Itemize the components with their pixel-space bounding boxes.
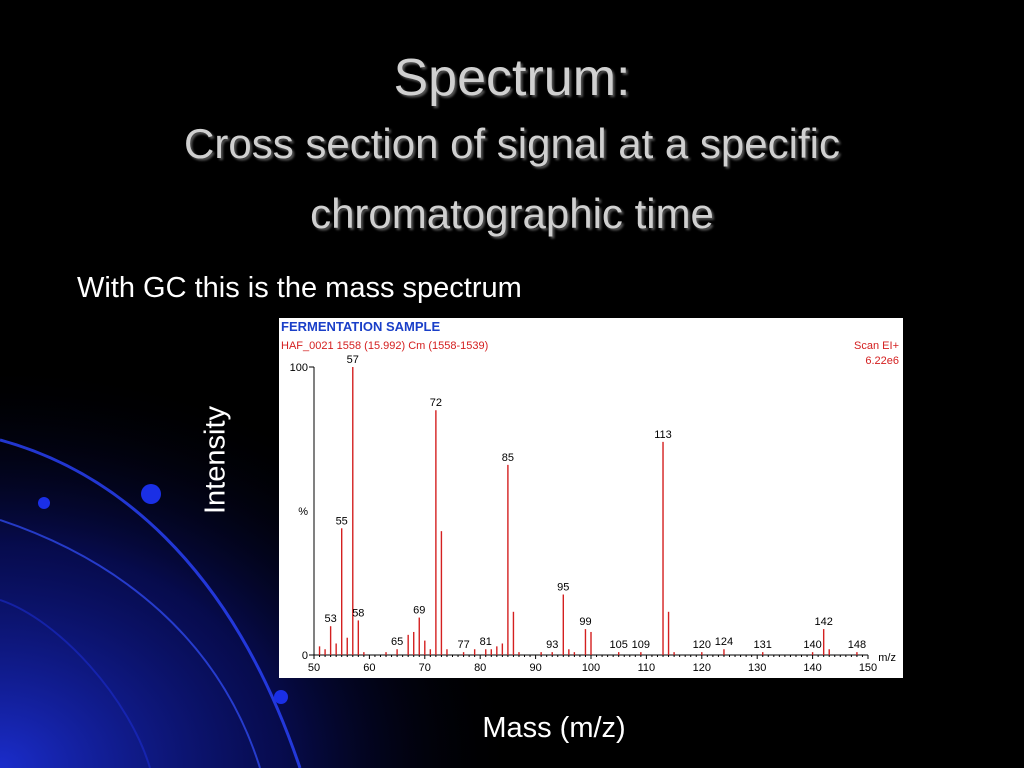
swoosh-line	[0, 599, 151, 768]
peak-label: 77	[457, 639, 469, 651]
mass-spectrum-panel: FERMENTATION SAMPLE HAF_0021 1558 (15.99…	[279, 318, 903, 678]
slide-title: Spectrum:	[393, 49, 631, 107]
x-tick-label: 80	[474, 662, 486, 674]
deco-dot	[141, 484, 161, 504]
chart-header-left: HAF_0021 1558 (15.992) Cm (1558-1539)	[281, 340, 488, 352]
deco-dot	[38, 497, 50, 509]
peak-label: 113	[654, 429, 672, 441]
x-tick-label: 50	[308, 662, 320, 674]
x-tick-label: 140	[803, 662, 821, 674]
peak-label: 109	[632, 639, 650, 651]
swoosh-line	[0, 438, 302, 768]
slide-subtitle-line1: Cross section of signal at a specific	[184, 120, 840, 167]
peak-label: 57	[347, 354, 359, 366]
peak-label: 142	[815, 616, 833, 628]
peak-label: 131	[754, 639, 772, 651]
peak-label: 81	[480, 636, 492, 648]
peak-label: 99	[579, 616, 591, 628]
peak-label: 85	[502, 452, 514, 464]
peak-label: 93	[546, 639, 558, 651]
mass-caption: Mass (m/z)	[482, 712, 626, 744]
chart-header-right-2: 6.22e6	[865, 355, 899, 367]
y-axis-label: %	[298, 506, 308, 518]
x-tick-label: 120	[693, 662, 711, 674]
peak-label: 69	[413, 605, 425, 617]
x-tick-label: 90	[529, 662, 541, 674]
swoosh-line	[0, 519, 261, 768]
mass-spectrum-chart: FERMENTATION SAMPLE HAF_0021 1558 (15.99…	[281, 319, 899, 674]
bullet-text: With GC this is the mass spectrum	[77, 272, 522, 304]
y-tick-label: 0	[302, 650, 308, 662]
x-tick-label: 130	[748, 662, 766, 674]
peak-label: 105	[610, 639, 628, 651]
peak-label: 55	[336, 515, 348, 527]
slide-subtitle-line2: chromatographic time	[310, 190, 714, 237]
peak-label: 140	[803, 639, 821, 651]
peak-label: 95	[557, 582, 569, 594]
peak-label: 58	[352, 607, 364, 619]
peak-label: 120	[693, 639, 711, 651]
chart-header-right-1: Scan EI+	[854, 340, 899, 352]
x-tick-label: 150	[859, 662, 877, 674]
deco-dot	[274, 690, 288, 704]
x-axis-label: m/z	[878, 652, 896, 664]
x-tick-label: 60	[363, 662, 375, 674]
peak-label: 53	[324, 613, 336, 625]
y-tick-label: 100	[290, 362, 308, 374]
peak-label: 65	[391, 636, 403, 648]
x-tick-label: 110	[638, 662, 656, 674]
peak-label: 72	[430, 397, 442, 409]
intensity-caption: Intensity	[199, 406, 232, 514]
x-tick-label: 70	[419, 662, 431, 674]
peak-label: 124	[715, 636, 733, 648]
peak-label: 148	[848, 639, 866, 651]
x-tick-label: 100	[582, 662, 600, 674]
chart-title: FERMENTATION SAMPLE	[281, 319, 440, 334]
